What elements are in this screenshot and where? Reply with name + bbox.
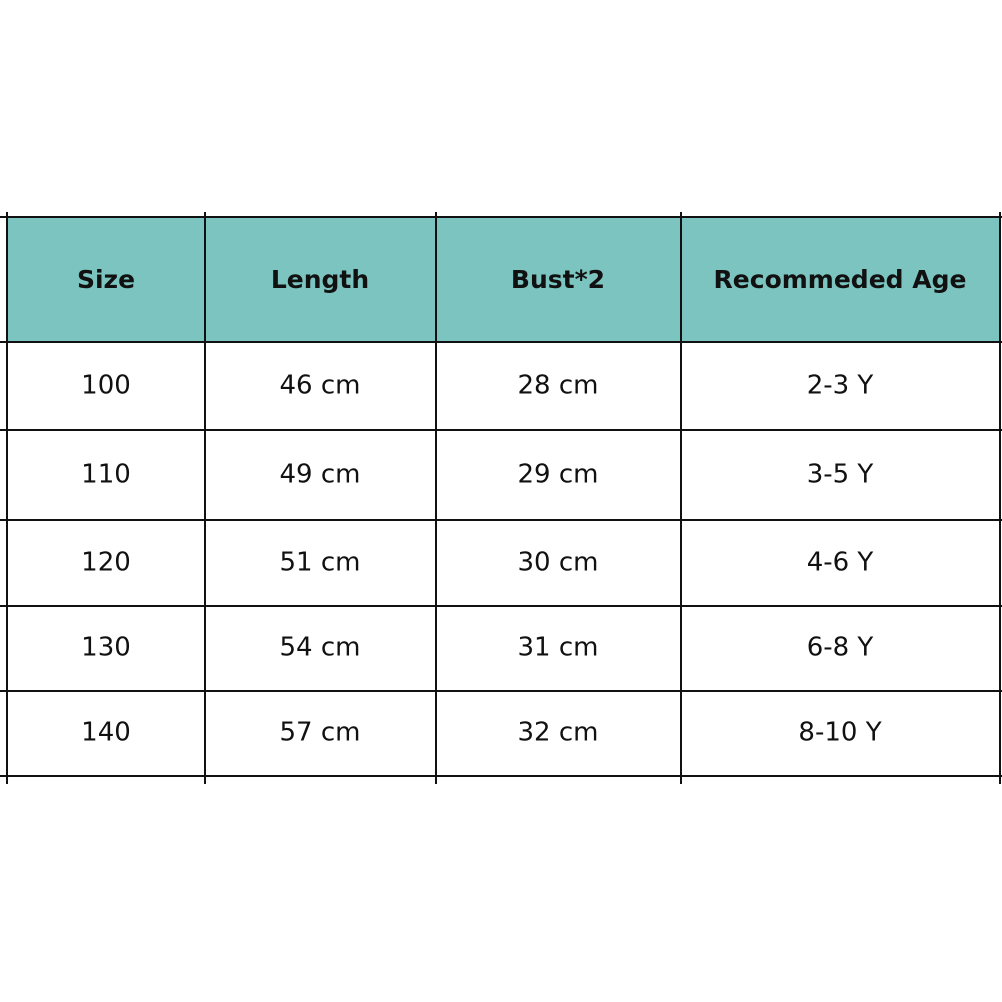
table-cell: 30 cm xyxy=(518,548,599,578)
table-cell: 32 cm xyxy=(518,718,599,748)
header-cell: Recommeded Age xyxy=(714,265,967,294)
table-cell: 4-6 Y xyxy=(807,548,874,578)
table-cell: 51 cm xyxy=(280,548,361,578)
table-cell: 8-10 Y xyxy=(798,718,881,748)
header-background xyxy=(7,217,1000,342)
table-cell: 46 cm xyxy=(280,371,361,401)
table-cell: 28 cm xyxy=(518,371,599,401)
header-cell: Length xyxy=(271,265,369,294)
header-cell: Size xyxy=(77,265,135,294)
table-cell: 120 xyxy=(81,548,131,578)
table-cell: 54 cm xyxy=(280,633,361,663)
header-cell: Bust*2 xyxy=(511,265,605,294)
table-cell: 3-5 Y xyxy=(807,460,874,490)
table-cell: 140 xyxy=(81,718,131,748)
table-cell: 57 cm xyxy=(280,718,361,748)
table-cell: 100 xyxy=(81,371,131,401)
table-cell: 6-8 Y xyxy=(807,633,874,663)
grid xyxy=(0,212,1002,784)
table-cell: 29 cm xyxy=(518,460,599,490)
table-cell: 130 xyxy=(81,633,131,663)
table-cell: 110 xyxy=(81,460,131,490)
table-cell: 31 cm xyxy=(518,633,599,663)
table-cell: 49 cm xyxy=(280,460,361,490)
table-cell: 2-3 Y xyxy=(807,371,874,401)
